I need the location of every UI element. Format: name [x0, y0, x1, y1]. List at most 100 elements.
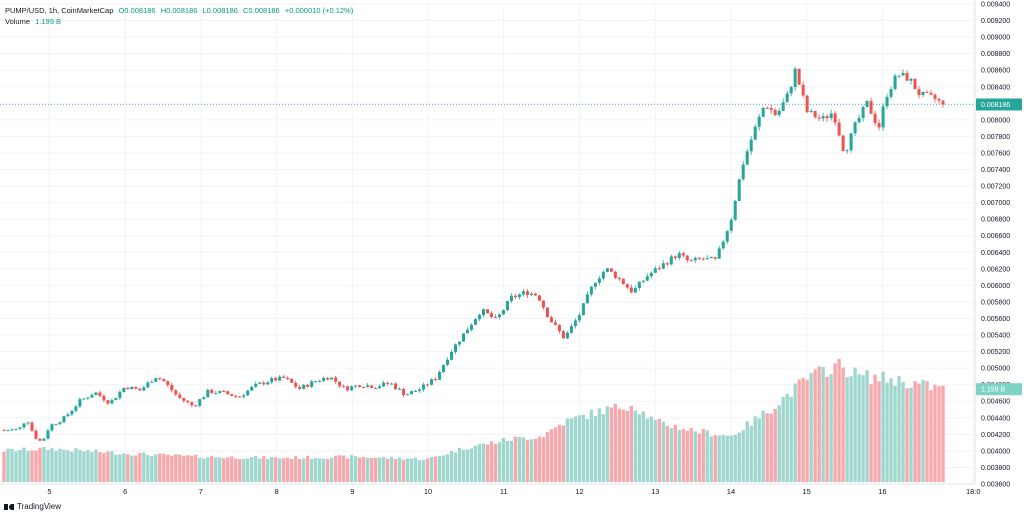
candle-body[interactable]	[298, 386, 302, 389]
candle-body[interactable]	[166, 381, 170, 386]
candle-body[interactable]	[797, 68, 801, 85]
candle-body[interactable]	[458, 341, 462, 345]
candle-body[interactable]	[126, 387, 130, 390]
candle-body[interactable]	[98, 392, 102, 396]
candle-body[interactable]	[885, 96, 889, 107]
candle-body[interactable]	[38, 438, 42, 441]
candle-body[interactable]	[406, 394, 410, 396]
candle-body[interactable]	[577, 315, 581, 321]
candle-body[interactable]	[721, 241, 725, 249]
candle-body[interactable]	[621, 278, 625, 285]
candle-body[interactable]	[158, 378, 162, 380]
candle-body[interactable]	[565, 332, 569, 339]
candle-body[interactable]	[10, 429, 14, 431]
candle-body[interactable]	[485, 309, 489, 314]
candle-body[interactable]	[805, 95, 809, 113]
candle-body[interactable]	[446, 359, 450, 365]
candle-body[interactable]	[517, 294, 521, 298]
candle-body[interactable]	[102, 395, 106, 401]
candle-body[interactable]	[585, 294, 589, 304]
candle-body[interactable]	[473, 319, 478, 325]
candle-body[interactable]	[601, 271, 605, 279]
candle-body[interactable]	[785, 93, 789, 103]
candle-body[interactable]	[154, 378, 158, 382]
candle-body[interactable]	[366, 385, 370, 388]
candle-body[interactable]	[825, 116, 829, 119]
candle-body[interactable]	[398, 388, 402, 390]
candle-body[interactable]	[817, 117, 821, 119]
candle-body[interactable]	[174, 390, 178, 395]
candle-body[interactable]	[314, 381, 318, 383]
candle-body[interactable]	[737, 179, 741, 201]
candle-body[interactable]	[729, 219, 733, 231]
candle-body[interactable]	[82, 398, 86, 400]
candle-body[interactable]	[581, 303, 585, 316]
candle-body[interactable]	[438, 372, 442, 380]
candle-body[interactable]	[170, 385, 174, 391]
candle-body[interactable]	[70, 410, 74, 415]
candle-body[interactable]	[14, 428, 18, 430]
candle-body[interactable]	[326, 377, 330, 380]
candle-body[interactable]	[789, 86, 793, 94]
candle-body[interactable]	[505, 300, 509, 311]
candle-body[interactable]	[122, 387, 126, 392]
candle-body[interactable]	[74, 406, 78, 411]
candle-body[interactable]	[66, 414, 70, 417]
candle-body[interactable]	[673, 256, 677, 259]
candle-body[interactable]	[194, 405, 198, 407]
candle-body[interactable]	[649, 272, 653, 277]
candle-body[interactable]	[202, 397, 206, 400]
candle-body[interactable]	[254, 383, 258, 387]
candle-body[interactable]	[713, 257, 717, 259]
candle-body[interactable]	[837, 122, 841, 136]
candle-body[interactable]	[30, 422, 34, 431]
candle-body[interactable]	[46, 430, 50, 439]
candle-body[interactable]	[917, 89, 921, 96]
candle-body[interactable]	[186, 400, 190, 403]
candle-body[interactable]	[561, 331, 565, 339]
candle-body[interactable]	[753, 126, 757, 140]
candle-body[interactable]	[106, 400, 110, 404]
candle-body[interactable]	[857, 117, 861, 123]
candle-body[interactable]	[198, 399, 202, 406]
candle-body[interactable]	[2, 430, 6, 432]
candle-body[interactable]	[114, 398, 118, 401]
candle-body[interactable]	[238, 396, 242, 398]
candle-body[interactable]	[278, 376, 282, 381]
candle-body[interactable]	[430, 379, 434, 385]
candle-body[interactable]	[418, 389, 422, 391]
candle-body[interactable]	[813, 110, 817, 118]
candle-body[interactable]	[250, 386, 254, 391]
candle-body[interactable]	[370, 385, 374, 388]
candle-body[interactable]	[382, 382, 386, 387]
candle-body[interactable]	[86, 397, 90, 399]
candle-body[interactable]	[597, 278, 601, 283]
candle-body[interactable]	[190, 402, 194, 406]
candle-body[interactable]	[138, 388, 142, 391]
candle-body[interactable]	[605, 268, 609, 272]
candle-body[interactable]	[733, 200, 737, 220]
candle-body[interactable]	[489, 313, 493, 318]
candle-body[interactable]	[933, 94, 937, 99]
candle-body[interactable]	[893, 75, 897, 90]
candle-body[interactable]	[426, 384, 430, 386]
candle-body[interactable]	[290, 378, 294, 383]
candle-body[interactable]	[454, 344, 458, 352]
candle-body[interactable]	[877, 122, 881, 128]
candle-body[interactable]	[501, 310, 505, 315]
candle-body[interactable]	[657, 268, 661, 270]
candle-body[interactable]	[637, 281, 641, 289]
candle-body[interactable]	[90, 395, 94, 398]
candle-body[interactable]	[521, 291, 525, 295]
candle-body[interactable]	[533, 293, 537, 296]
candle-body[interactable]	[865, 100, 869, 107]
candle-body[interactable]	[342, 386, 346, 388]
candle-body[interactable]	[242, 395, 246, 397]
candle-body[interactable]	[833, 113, 837, 123]
candle-body[interactable]	[414, 390, 418, 392]
candle-body[interactable]	[901, 72, 905, 76]
candle-body[interactable]	[689, 260, 693, 262]
candle-body[interactable]	[286, 377, 290, 379]
candle-body[interactable]	[146, 382, 150, 388]
